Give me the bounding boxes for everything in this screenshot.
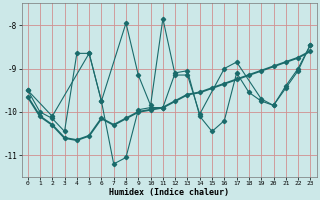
X-axis label: Humidex (Indice chaleur): Humidex (Indice chaleur) <box>109 188 229 197</box>
